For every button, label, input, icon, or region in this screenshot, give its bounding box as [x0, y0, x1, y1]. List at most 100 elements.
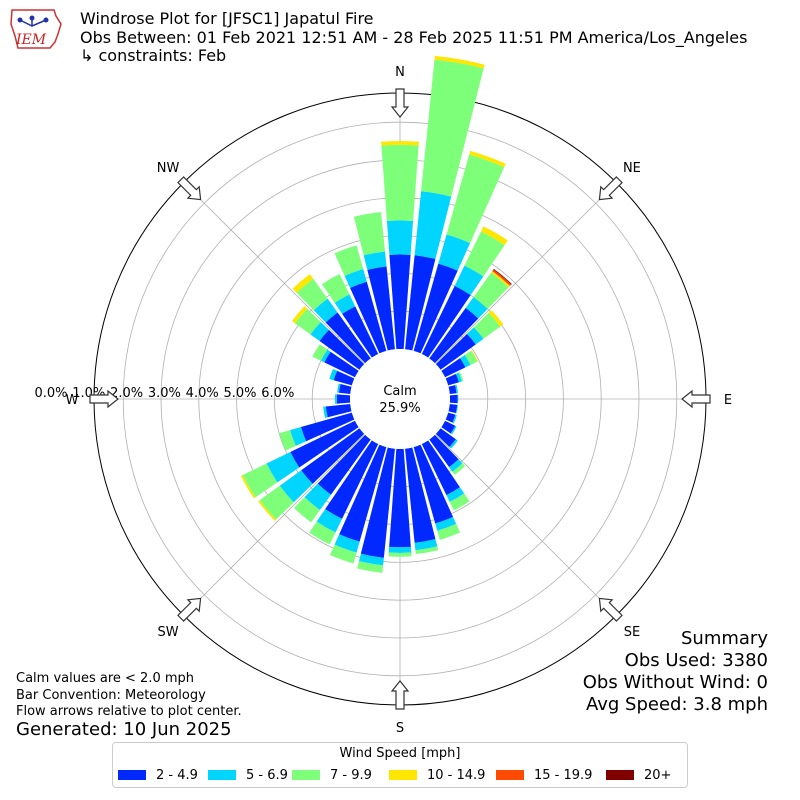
windrose-bar-segment [319, 329, 365, 370]
windrose-bar-segment [325, 312, 371, 364]
windrose-bar-segment [334, 245, 364, 276]
windrose-bar-segment [473, 312, 501, 339]
windrose-bar-segment [301, 428, 365, 484]
direction-label: NW [157, 161, 180, 176]
chart-title: Windrose Plot for [JFSC1] Japatul Fire [80, 9, 374, 28]
windrose-bar-segment [358, 553, 384, 566]
windrose-bar-segment [488, 310, 504, 327]
chart-constraints: ↳ constraints: Feb [80, 46, 227, 65]
radial-tick-label: 6.0% [261, 386, 294, 401]
windrose-bar-segment [455, 372, 462, 383]
legend: Wind Speed [mph] 2 - 4.9 5 - 6.9 7 - 9.9 10… [112, 742, 688, 788]
windrose-bar-segment [445, 373, 460, 386]
windrose-bar-segment [334, 534, 360, 553]
flow-arrow-icon [89, 389, 119, 409]
windrose-bar-segment [333, 370, 355, 386]
windrose-bar-segment [389, 254, 411, 350]
radial-tick-label: 3.0% [148, 386, 181, 401]
windrose-bar-segment [317, 434, 371, 495]
windrose-bar-segment [334, 294, 356, 314]
direction-label: NE [623, 161, 641, 176]
windrose-bar-segment [342, 306, 379, 358]
windrose-bar-segment [435, 517, 457, 531]
direction-label: E [724, 393, 732, 408]
windrose-bar-segment [329, 368, 338, 381]
windrose-bar-segment [450, 425, 457, 435]
calm-label: Calm [383, 384, 416, 399]
calm-note: Calm values are < 2.0 mph [16, 671, 195, 686]
windrose-bar-segment [323, 406, 328, 418]
windrose-bar-segment [363, 251, 387, 270]
windrose-bar-segment [413, 444, 454, 524]
windrose-bar-segment [469, 150, 506, 168]
windrose-bar-segment [491, 271, 510, 288]
windrose-bar-segment [316, 509, 343, 533]
iem-logo: IEM [6, 6, 64, 52]
windrose-bar-segment [334, 394, 337, 404]
windrose-bar-segment [329, 544, 357, 564]
legend-item: 5 - 6.9 [208, 767, 288, 783]
windrose-bar-segment [458, 371, 464, 382]
windrose-bar-segment [449, 394, 458, 404]
windrose-bar-segment [360, 447, 395, 558]
windrose-bar-segment [258, 500, 277, 521]
flow-arrows-note: Flow arrows relative to plot center. [16, 704, 242, 719]
windrose-bar-segment [279, 430, 296, 451]
windrose-bar-segment [467, 327, 484, 345]
radial-tick-label: 5.0% [223, 386, 256, 401]
windrose-bar-segment [290, 427, 307, 446]
windrose-bar-segment [454, 265, 484, 296]
windrose-bar-segment [455, 404, 459, 414]
windrose-bar-segment [338, 383, 352, 394]
windrose-bar-segment [325, 404, 352, 418]
radial-tick-label: 2.0% [110, 386, 143, 401]
windrose-bar-segment [336, 394, 351, 404]
legend-label: 20+ [644, 767, 672, 783]
generated-date: Generated: 10 Jun 2025 [16, 719, 232, 740]
windrose-bar-segment [350, 281, 387, 354]
direction-label: W [66, 393, 79, 408]
windrose-bar-segment [473, 272, 509, 309]
windrose-bar-segment [480, 226, 508, 246]
windrose-bar-segment [493, 268, 512, 285]
windrose-bar-segment [429, 307, 479, 364]
windrose-bar-segment [240, 475, 256, 499]
windrose-bar-segment [449, 439, 458, 449]
windrose-bar-segment [446, 487, 465, 502]
windrose-bar-segment [441, 358, 466, 378]
windrose-bar-segment [325, 440, 379, 519]
windrose-bar-segment [242, 463, 278, 498]
windrose-bar-segment [266, 452, 300, 483]
windrose-bar-segment [414, 191, 452, 259]
windrose-bar-segment [452, 414, 457, 424]
flow-arrow-icon [390, 680, 410, 710]
windrose-bar-segment [429, 434, 459, 468]
windrose-bar-segment [455, 384, 459, 394]
windrose-bar-segment [388, 552, 412, 557]
windrose-bar-segment [357, 561, 384, 573]
svg-text:IEM: IEM [15, 32, 47, 48]
windrose-bar-segment [337, 383, 341, 393]
windrose-bar-segment [259, 485, 294, 520]
bar-convention-note: Bar Convention: Meteorology [16, 688, 206, 703]
windrose-bar-segment [415, 546, 439, 555]
windrose-bar-segment [435, 428, 456, 448]
flow-arrow-icon [177, 176, 202, 201]
calm-circle [350, 349, 450, 449]
summary-avg-speed: Avg Speed: 3.8 mph [586, 694, 768, 715]
summary-title: Summary [681, 628, 768, 649]
legend-item: 2 - 4.9 [118, 767, 198, 783]
windrose-bar-segment [291, 306, 308, 324]
windrose-bar-segment [434, 55, 485, 69]
legend-item: 20+ [606, 767, 671, 783]
radial-tick-label: 0.0% [34, 386, 67, 401]
windrose-bar-segment [279, 470, 313, 503]
windrose-bar-segment [295, 308, 321, 335]
windrose-bar-segment [292, 274, 314, 293]
flow-arrow-icon [598, 597, 623, 622]
windrose-bar-segment [446, 154, 505, 244]
legend-swatch [118, 770, 146, 780]
legend-swatch [606, 770, 634, 780]
windrose-bar-segment [465, 297, 488, 319]
